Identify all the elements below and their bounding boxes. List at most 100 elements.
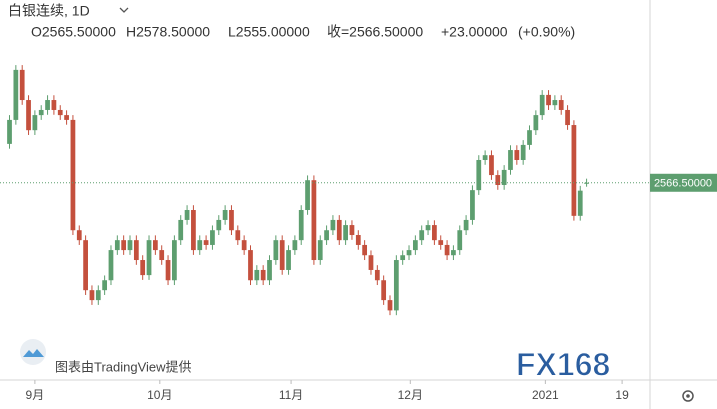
candle-body [76, 230, 82, 241]
ohlc-header: O2565.50000 H2578.50000 L2555.00000 收=2566.… [31, 24, 575, 40]
candle-body [197, 240, 203, 251]
ohlc-value: H2578.50000 [126, 24, 210, 40]
candle-body [470, 190, 475, 220]
candle-body [508, 150, 513, 170]
candle-body [260, 269, 266, 281]
candle-body [178, 219, 184, 241]
candle-body [565, 109, 570, 126]
candle-body [216, 219, 222, 231]
x-tick-label: 2021 [532, 388, 559, 402]
candle-body [133, 240, 139, 261]
candle-body [267, 260, 272, 281]
candle-body [527, 130, 532, 145]
candle-body [539, 94, 545, 116]
candle-body [95, 290, 101, 301]
x-tick-label: 19 [615, 388, 629, 402]
candle-body [520, 144, 526, 160]
candle-body [57, 109, 63, 116]
x-tick-label: 11月 [279, 388, 303, 402]
candle-body [432, 225, 437, 241]
candle-body [406, 250, 412, 256]
chart-title: 白银连续, 1D [8, 3, 90, 19]
candle-body [571, 125, 577, 216]
candle-body [324, 230, 329, 241]
candle-body [114, 240, 120, 251]
candle-body [489, 155, 494, 176]
candle-body [355, 235, 361, 245]
candle-body [362, 244, 368, 256]
candle-body [273, 240, 279, 261]
ohlc-value: O2565.50000 [31, 24, 116, 40]
candle-body [235, 230, 241, 241]
candle-body [45, 100, 50, 110]
candle-body [108, 250, 114, 281]
candle-body [102, 280, 108, 291]
candle-body [501, 169, 507, 185]
candle-body [127, 240, 133, 251]
candle-body [64, 115, 69, 120]
candle-body [463, 219, 469, 231]
candle-body [425, 225, 431, 231]
candle-body [26, 100, 31, 131]
ohlc-value: 收=2566.50000 [327, 24, 423, 40]
candle-body [374, 269, 380, 281]
candle-body [191, 210, 196, 251]
candle-body [305, 180, 310, 211]
candle-body [7, 119, 12, 144]
candle-body [83, 240, 88, 291]
candle-body [159, 250, 165, 261]
x-tick-label: 12月 [398, 388, 423, 402]
candle-body [368, 255, 374, 270]
ohlc-value: +23.00000 [441, 24, 508, 40]
candle-body [298, 210, 304, 241]
candle-body [438, 240, 444, 245]
tradingview-logo [20, 339, 46, 365]
x-tick-label: 9月 [26, 388, 45, 402]
candle-body [19, 69, 25, 101]
candle-body [203, 240, 209, 245]
candle-body [248, 250, 253, 281]
ohlc-value: (+0.90%) [518, 24, 575, 40]
candle-body [184, 210, 190, 220]
candle-body [495, 175, 501, 185]
candle-body [412, 240, 418, 251]
candle-body [330, 219, 336, 231]
x-tick-label: 10月 [147, 388, 172, 402]
candle-body [336, 219, 342, 241]
watermark: 图表由TradingView提供 [55, 359, 192, 374]
candle-body [38, 109, 44, 116]
dropdown-icon[interactable] [119, 7, 129, 13]
candle-body [482, 155, 488, 160]
candle-body [444, 244, 450, 256]
candle-body [152, 240, 158, 251]
logo: FX168 [516, 346, 610, 382]
candle-body [241, 240, 247, 251]
candle-body [514, 150, 520, 160]
candle-body [146, 240, 152, 276]
candle-body [292, 240, 298, 251]
candle-body [393, 260, 399, 311]
candle-body [476, 159, 482, 191]
candle-body [400, 255, 406, 261]
candle-body [451, 250, 456, 256]
candle-body [457, 230, 463, 251]
candle-body [552, 100, 558, 106]
candle-body [254, 269, 260, 281]
settings-icon[interactable] [682, 390, 694, 402]
candle-body [121, 240, 127, 251]
candle-body [558, 100, 564, 110]
candle-body [32, 115, 38, 131]
last-price-tag [650, 173, 717, 192]
candle-body [387, 300, 393, 311]
candle-body [51, 100, 57, 110]
candle-body [349, 225, 355, 236]
candle-body [89, 290, 95, 301]
candle-body [13, 69, 19, 120]
candle-body [343, 225, 348, 241]
candle-body [210, 230, 215, 245]
candles [7, 65, 589, 316]
candle-body [222, 210, 228, 220]
candle-body [584, 182, 589, 184]
last-price-label: 2566.50000 [654, 178, 712, 190]
